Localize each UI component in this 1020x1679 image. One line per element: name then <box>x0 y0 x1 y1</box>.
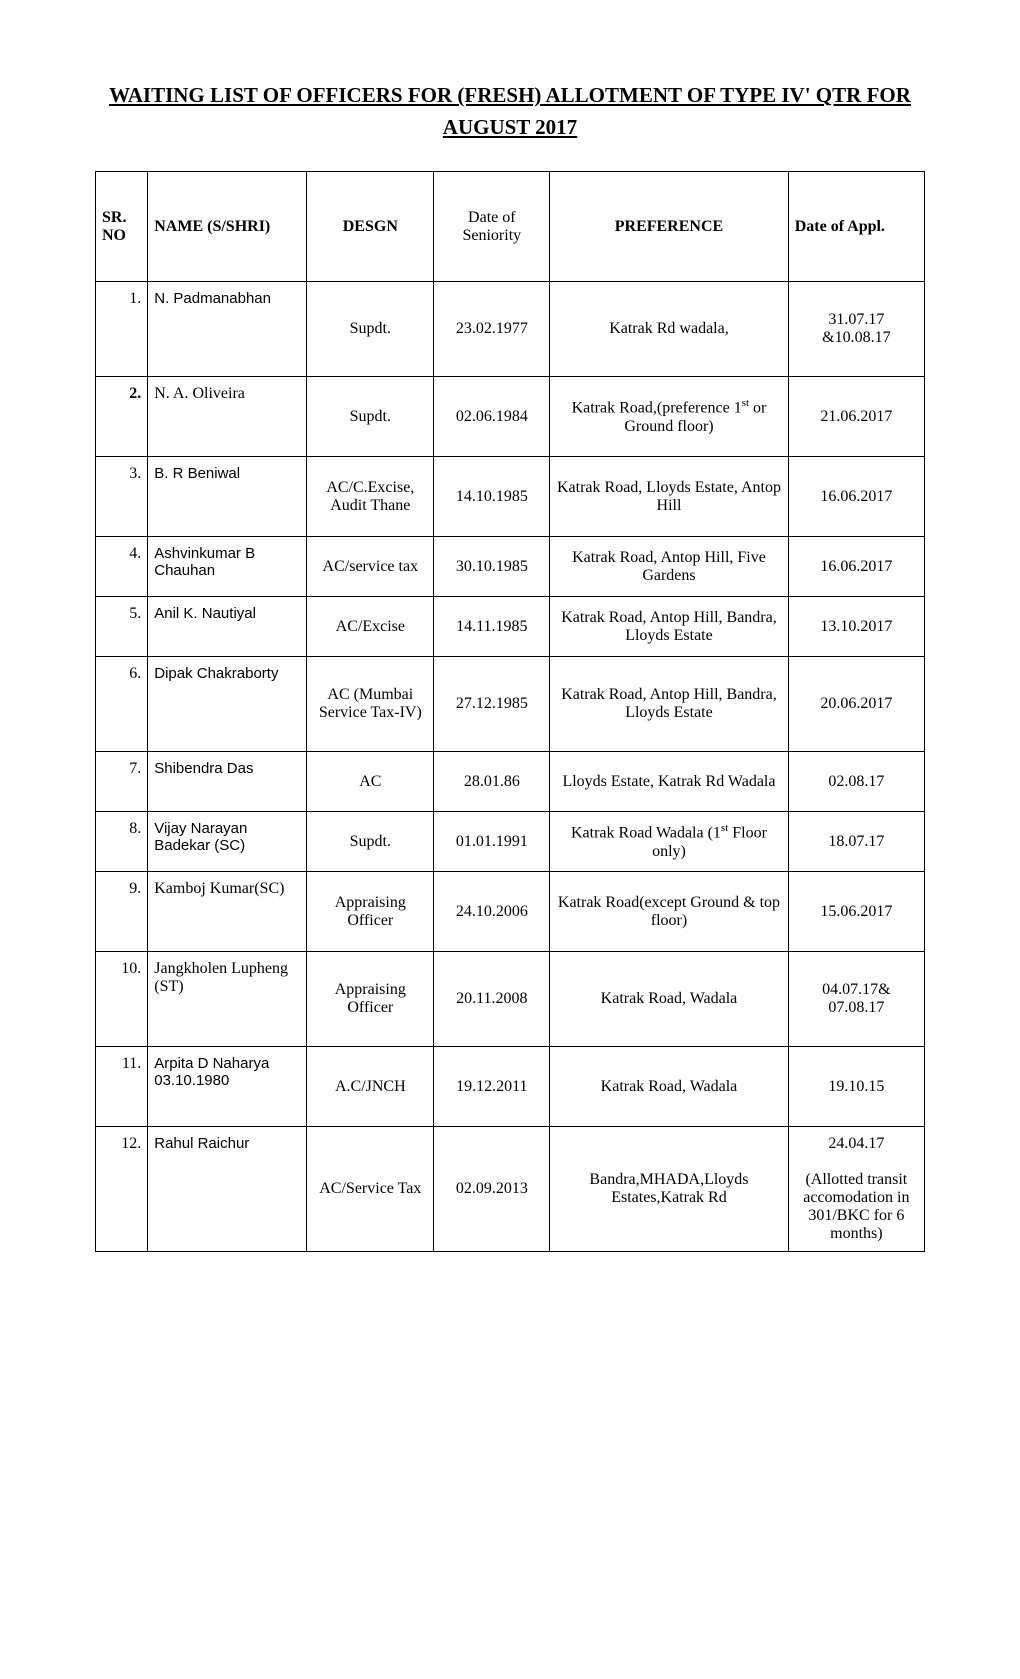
cell-preference: Katrak Road, Lloyds Estate, Antop Hill <box>550 457 788 537</box>
cell-name: Vijay Narayan Badekar (SC) <box>148 812 307 872</box>
cell-appl: 13.10.2017 <box>788 597 924 657</box>
table-row: 3.B. R BeniwalAC/C.Excise, Audit Thane14… <box>96 457 925 537</box>
cell-name: Arpita D Naharya03.10.1980 <box>148 1047 307 1127</box>
cell-preference: Katrak Road, Antop Hill, Five Gardens <box>550 537 788 597</box>
table-row: 4.Ashvinkumar B ChauhanAC/service tax30.… <box>96 537 925 597</box>
cell-appl: 02.08.17 <box>788 752 924 812</box>
cell-preference: Katrak Road, Wadala <box>550 1047 788 1127</box>
cell-preference: Katrak Road(except Ground & top floor) <box>550 872 788 952</box>
cell-appl: 18.07.17 <box>788 812 924 872</box>
col-header-srno: SR. NO <box>96 172 148 282</box>
cell-desgn: Appraising Officer <box>307 952 434 1047</box>
col-header-pref: PREFERENCE <box>550 172 788 282</box>
cell-name: Rahul Raichur <box>148 1127 307 1252</box>
cell-dos: 14.10.1985 <box>434 457 550 537</box>
table-row: 5.Anil K. NautiyalAC/Excise14.11.1985Kat… <box>96 597 925 657</box>
col-header-name: NAME (S/SHRI) <box>148 172 307 282</box>
cell-desgn: AC/C.Excise, Audit Thane <box>307 457 434 537</box>
col-header-desgn: DESGN <box>307 172 434 282</box>
table-row: 8.Vijay Narayan Badekar (SC)Supdt.01.01.… <box>96 812 925 872</box>
col-header-dos: Date of Seniority <box>434 172 550 282</box>
cell-srno: 10. <box>96 952 148 1047</box>
cell-name: Ashvinkumar B Chauhan <box>148 537 307 597</box>
cell-appl: 16.06.2017 <box>788 457 924 537</box>
cell-appl: 15.06.2017 <box>788 872 924 952</box>
cell-name: B. R Beniwal <box>148 457 307 537</box>
cell-dos: 23.02.1977 <box>434 282 550 377</box>
cell-srno: 6. <box>96 657 148 752</box>
cell-desgn: AC/Excise <box>307 597 434 657</box>
cell-dos: 19.12.2011 <box>434 1047 550 1127</box>
page-title: WAITING LIST OF OFFICERS FOR (FRESH) ALL… <box>95 80 925 143</box>
cell-srno: 4. <box>96 537 148 597</box>
cell-dos: 30.10.1985 <box>434 537 550 597</box>
cell-appl: 21.06.2017 <box>788 377 924 457</box>
cell-srno: 7. <box>96 752 148 812</box>
cell-name: Kamboj Kumar(SC) <box>148 872 307 952</box>
cell-srno: 8. <box>96 812 148 872</box>
cell-preference: Katrak Rd wadala, <box>550 282 788 377</box>
cell-srno: 5. <box>96 597 148 657</box>
cell-dos: 02.06.1984 <box>434 377 550 457</box>
table-row: 10.Jangkholen Lupheng (ST)Appraising Off… <box>96 952 925 1047</box>
cell-desgn: Appraising Officer <box>307 872 434 952</box>
cell-desgn: AC (Mumbai Service Tax-IV) <box>307 657 434 752</box>
cell-preference: Katrak Road Wadala (1st Floor only) <box>550 812 788 872</box>
table-row: 6.Dipak ChakrabortyAC (Mumbai Service Ta… <box>96 657 925 752</box>
cell-dos: 14.11.1985 <box>434 597 550 657</box>
table-row: 2.N. A. OliveiraSupdt.02.06.1984Katrak R… <box>96 377 925 457</box>
cell-desgn: Supdt. <box>307 812 434 872</box>
table-row: 1.N. PadmanabhanSupdt.23.02.1977Katrak R… <box>96 282 925 377</box>
cell-appl: 16.06.2017 <box>788 537 924 597</box>
cell-srno: 2. <box>96 377 148 457</box>
cell-preference: Lloyds Estate, Katrak Rd Wadala <box>550 752 788 812</box>
cell-dos: 27.12.1985 <box>434 657 550 752</box>
cell-desgn: AC/service tax <box>307 537 434 597</box>
cell-appl: 31.07.17 &10.08.17 <box>788 282 924 377</box>
cell-dos: 02.09.2013 <box>434 1127 550 1252</box>
cell-srno: 9. <box>96 872 148 952</box>
cell-preference: Katrak Road, Wadala <box>550 952 788 1047</box>
cell-dos: 24.10.2006 <box>434 872 550 952</box>
cell-appl: 20.06.2017 <box>788 657 924 752</box>
cell-desgn: AC/Service Tax <box>307 1127 434 1252</box>
cell-appl: 19.10.15 <box>788 1047 924 1127</box>
table-row: 7.Shibendra DasAC28.01.86Lloyds Estate, … <box>96 752 925 812</box>
table-header-row: SR. NO NAME (S/SHRI) DESGN Date of Senio… <box>96 172 925 282</box>
cell-name: Jangkholen Lupheng (ST) <box>148 952 307 1047</box>
cell-name: N. A. Oliveira <box>148 377 307 457</box>
cell-name: Shibendra Das <box>148 752 307 812</box>
cell-preference: Bandra,MHADA,Lloyds Estates,Katrak Rd <box>550 1127 788 1252</box>
cell-preference: Katrak Road, Antop Hill, Bandra, Lloyds … <box>550 597 788 657</box>
cell-desgn: Supdt. <box>307 377 434 457</box>
cell-name: N. Padmanabhan <box>148 282 307 377</box>
cell-appl: 04.07.17& 07.08.17 <box>788 952 924 1047</box>
cell-name: Dipak Chakraborty <box>148 657 307 752</box>
cell-desgn: AC <box>307 752 434 812</box>
cell-srno: 1. <box>96 282 148 377</box>
col-header-appl: Date of Appl. <box>788 172 924 282</box>
cell-appl: 24.04.17(Allotted transit accomodation i… <box>788 1127 924 1252</box>
cell-dos: 20.11.2008 <box>434 952 550 1047</box>
cell-dos: 28.01.86 <box>434 752 550 812</box>
cell-srno: 11. <box>96 1047 148 1127</box>
cell-desgn: Supdt. <box>307 282 434 377</box>
officers-table: SR. NO NAME (S/SHRI) DESGN Date of Senio… <box>95 171 925 1252</box>
table-row: 12.Rahul RaichurAC/Service Tax02.09.2013… <box>96 1127 925 1252</box>
cell-preference: Katrak Road, Antop Hill, Bandra, Lloyds … <box>550 657 788 752</box>
table-row: 11.Arpita D Naharya03.10.1980A.C/JNCH19.… <box>96 1047 925 1127</box>
cell-name: Anil K. Nautiyal <box>148 597 307 657</box>
cell-desgn: A.C/JNCH <box>307 1047 434 1127</box>
cell-srno: 3. <box>96 457 148 537</box>
table-row: 9.Kamboj Kumar(SC)Appraising Officer24.1… <box>96 872 925 952</box>
cell-srno: 12. <box>96 1127 148 1252</box>
cell-dos: 01.01.1991 <box>434 812 550 872</box>
cell-preference: Katrak Road,(preference 1st or Ground fl… <box>550 377 788 457</box>
